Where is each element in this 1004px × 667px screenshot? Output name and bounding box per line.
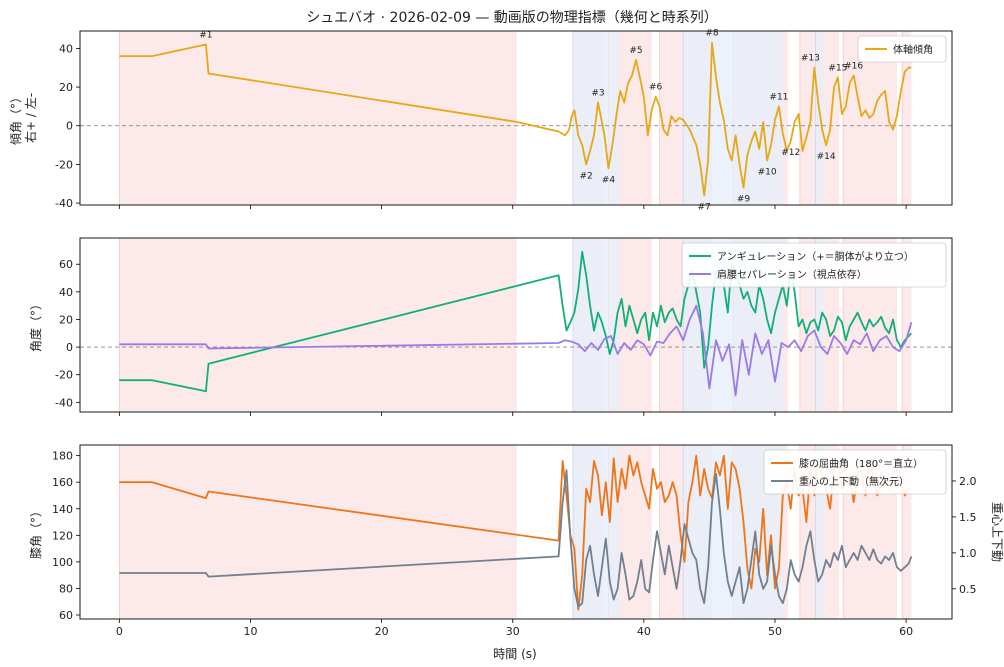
- series-line-1: [119, 41, 912, 197]
- legend-label: 膝の屈曲角（180°＝直立）: [799, 457, 923, 470]
- y-tick-label: -40: [55, 197, 73, 210]
- panel-2: -40 -20 0 20 40 60 角度（°） アンギュレーション（+＝胴体がより立つ） 肩腰…: [28, 237, 953, 416]
- band-blue: [815, 445, 824, 619]
- annotation-label: #3: [591, 89, 604, 99]
- annotation-label: #2: [580, 171, 593, 181]
- y-tick-label: 0: [66, 341, 73, 354]
- x-tick-label: 50: [768, 625, 782, 638]
- y-tick-label: -20: [55, 369, 73, 382]
- band-blue: [683, 31, 783, 205]
- x-tick-label: 30: [506, 625, 520, 638]
- y-tick-label: 20: [59, 313, 73, 326]
- legend: アンギュレーション（+＝胴体がより立つ） 肩腰セパレーション（視点依存）: [681, 242, 947, 288]
- axes-frame: [79, 444, 953, 620]
- annotation-label: #16: [844, 61, 863, 71]
- annotation-label: #8: [705, 29, 719, 39]
- legend-label: アンギュレーション（+＝胴体がより立つ）: [717, 250, 914, 263]
- annotation-label: #7: [698, 202, 711, 212]
- y-tick-label: -40: [55, 396, 73, 409]
- annotation-label: #13: [801, 54, 820, 64]
- panel-1: #1 #2 #3 #4 #5 #6 #7 #8 #9 #10 #11 #12 #13 #14 #15#16 -…: [9, 29, 953, 212]
- y-tick-label: 80: [59, 582, 73, 595]
- figure-title: シュエバオ · 2026-02-09 — 動画版の物理指標（幾何と時系列）: [306, 10, 718, 26]
- y2-axis-label: 重心上下動: [990, 502, 1004, 562]
- annotation-label: #9: [737, 195, 751, 205]
- annotation-label: #14: [817, 152, 836, 162]
- legend-label: 重心の上下動（無次元）: [799, 475, 909, 488]
- annotation-label: #1: [199, 31, 212, 41]
- band-blue: [815, 31, 824, 205]
- axes-frame: [79, 30, 953, 206]
- y2-tick-label: 0.5: [959, 583, 977, 596]
- legend-box: [681, 242, 947, 288]
- x-axis-label: 時間 (s): [493, 647, 536, 661]
- x-tick-label: 0: [116, 625, 123, 638]
- annotation-label: #4: [602, 175, 616, 185]
- band-red: [902, 238, 912, 412]
- annotation-label: #10: [758, 168, 777, 178]
- series-line-2: [119, 304, 913, 397]
- y2-tick-label: 1.0: [959, 547, 977, 560]
- y-tick-label: 0: [66, 120, 73, 133]
- legend-box: [857, 35, 947, 63]
- annotation-label: #5: [629, 46, 642, 56]
- x-tick-label: 20: [375, 625, 389, 638]
- y-tick-label: 100: [52, 556, 73, 569]
- legend: 膝の屈曲角（180°＝直立） 重心の上下動（無次元）: [763, 449, 947, 495]
- band-red: [902, 31, 912, 205]
- y-tick-label: 40: [59, 286, 73, 299]
- plot-area: [118, 445, 913, 619]
- annotation-label: #15: [828, 63, 847, 73]
- y-tick-label: 60: [59, 609, 73, 622]
- y-axis-label: 膝角（°）: [29, 505, 43, 559]
- y-tick-label: 60: [59, 258, 73, 271]
- x-tick-label: 60: [899, 625, 913, 638]
- y-tick-label: 40: [59, 42, 73, 55]
- y-tick-label: 20: [59, 81, 73, 94]
- band-red: [902, 445, 912, 619]
- panels: #1 #2 #3 #4 #5 #6 #7 #8 #9 #10 #11 #12 #13 #14 #15#16 -…: [9, 29, 1004, 638]
- y-tick-label: 180: [52, 450, 73, 463]
- axes-frame: [79, 237, 953, 413]
- y-tick-label: -20: [55, 158, 73, 171]
- y-tick-label: 160: [52, 476, 73, 489]
- y-tick-label: 140: [52, 503, 73, 516]
- series-line-2: [119, 469, 913, 608]
- y2-tick-label: 1.5: [959, 511, 977, 524]
- legend-label: 肩腰セパレーション（視点依存）: [717, 268, 867, 281]
- annotation-label: #6: [649, 83, 663, 93]
- y2-tick-label: 2.0: [959, 475, 977, 488]
- y-axis-label: 右+ / 左-: [23, 93, 38, 143]
- x-tick-label: 40: [637, 625, 651, 638]
- legend-box: [763, 449, 947, 495]
- band-red: [119, 445, 517, 619]
- y-tick-label: 120: [52, 529, 73, 542]
- band-red: [119, 31, 517, 205]
- annotation-label: #12: [781, 148, 800, 158]
- band-red: [119, 238, 517, 412]
- annotation-label: #11: [769, 92, 788, 102]
- plot-area: [80, 31, 952, 205]
- legend: 体軸傾角: [857, 35, 947, 63]
- y-axis-label: 傾角（°）: [9, 91, 23, 145]
- legend-label: 体軸傾角: [893, 43, 933, 56]
- panel-3: 0 10 20 30 40 50 60 60 80 100 120 140 160 180 0.5 1.0 1.…: [29, 444, 1004, 638]
- y-axis-label: 角度（°）: [28, 298, 43, 352]
- x-tick-label: 10: [243, 625, 257, 638]
- series-line-1: [119, 250, 913, 393]
